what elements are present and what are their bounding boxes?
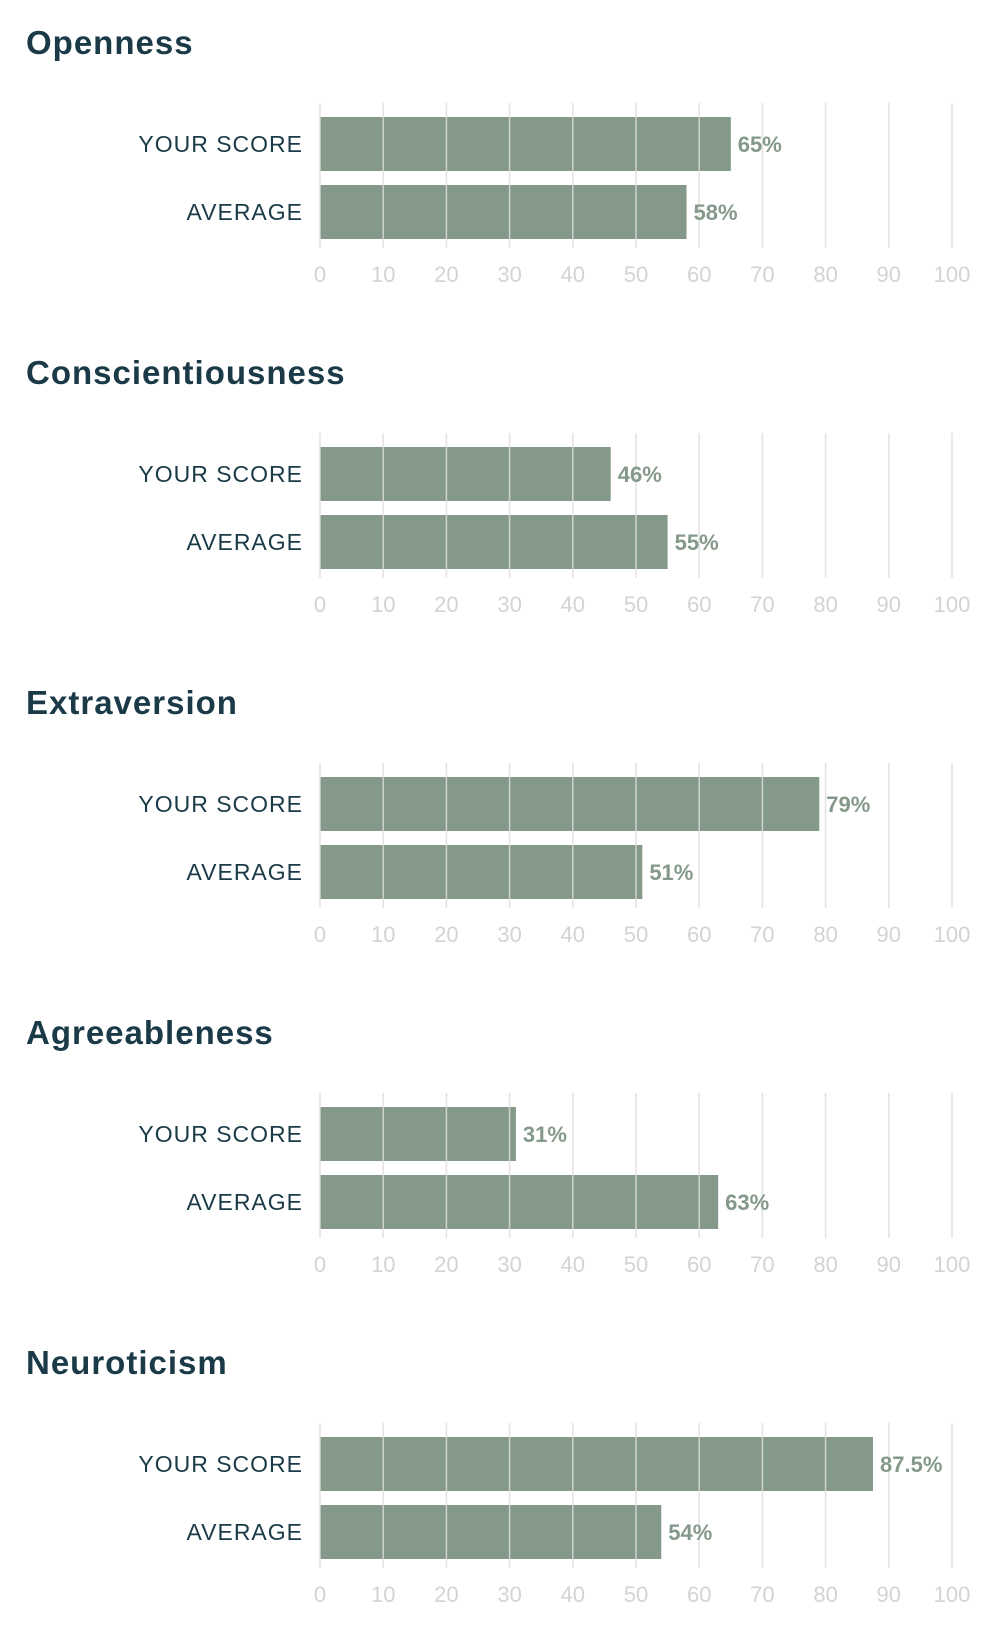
tick-label: 50 [624,1252,648,1277]
tick-label: 0 [314,922,326,947]
tick-label: 10 [371,1252,395,1277]
tick-label: 80 [813,592,837,617]
bar-average [320,1175,719,1229]
bar-your-score [320,777,820,831]
tick-label: 30 [497,592,521,617]
tick-label: 50 [624,922,648,947]
tick-label: 70 [750,1582,774,1607]
tick-label: 80 [813,1582,837,1607]
tick-label: 50 [624,1582,648,1607]
tick-label: 70 [750,262,774,287]
tick-label: 30 [497,1252,521,1277]
chart-title: Extraversion [26,684,238,721]
tick-label: 90 [877,922,901,947]
tick-label: 0 [314,1252,326,1277]
category-label-your-score: YOUR SCORE [138,791,303,817]
tick-label: 30 [497,922,521,947]
tick-label: 60 [687,592,711,617]
tick-label: 0 [314,1582,326,1607]
bar-your-score [320,117,731,171]
chart-title: Conscientiousness [26,354,346,391]
tick-label: 90 [877,1252,901,1277]
value-label-your-score: 65% [738,132,782,157]
tick-label: 20 [434,592,458,617]
category-label-your-score: YOUR SCORE [138,1121,303,1147]
category-label-average: AVERAGE [187,1189,304,1215]
value-label-your-score: 46% [618,462,662,487]
tick-label: 50 [624,592,648,617]
tick-label: 80 [813,262,837,287]
bar-average [320,1505,662,1559]
tick-label: 20 [434,262,458,287]
value-label-average: 54% [668,1520,712,1545]
tick-label: 10 [371,262,395,287]
tick-label: 60 [687,1252,711,1277]
tick-label: 60 [687,1582,711,1607]
tick-label: 90 [877,1582,901,1607]
tick-label: 20 [434,1252,458,1277]
tick-label: 60 [687,922,711,947]
tick-label: 0 [314,592,326,617]
tick-label: 40 [561,262,585,287]
tick-label: 20 [434,1582,458,1607]
value-label-average: 63% [725,1190,769,1215]
category-label-your-score: YOUR SCORE [138,1451,303,1477]
category-label-average: AVERAGE [187,199,304,225]
category-label-average: AVERAGE [187,529,304,555]
tick-label: 100 [934,592,971,617]
value-label-average: 51% [649,860,693,885]
tick-label: 40 [561,1582,585,1607]
bar-your-score [320,1437,873,1491]
bar-average [320,185,687,239]
tick-label: 90 [877,262,901,287]
tick-label: 40 [561,1252,585,1277]
tick-label: 20 [434,922,458,947]
tick-label: 40 [561,592,585,617]
category-label-your-score: YOUR SCORE [138,461,303,487]
tick-label: 100 [934,922,971,947]
value-label-average: 55% [675,530,719,555]
tick-label: 80 [813,1252,837,1277]
tick-label: 30 [497,262,521,287]
tick-label: 60 [687,262,711,287]
tick-label: 30 [497,1582,521,1607]
value-label-average: 58% [694,200,738,225]
tick-label: 10 [371,922,395,947]
value-label-your-score: 87.5% [880,1452,942,1477]
bar-average [320,845,643,899]
tick-label: 10 [371,1582,395,1607]
value-label-your-score: 79% [826,792,870,817]
category-label-your-score: YOUR SCORE [138,131,303,157]
tick-label: 100 [934,1252,971,1277]
chart-conscientiousness: Conscientiousness YOUR SCORE 46% AVERAGE 55%… [26,354,970,617]
tick-label: 100 [934,1582,971,1607]
chart-neuroticism: Neuroticism YOUR SCORE 87.5% AVERAGE 54% 0 10 2… [26,1344,970,1607]
tick-label: 0 [314,262,326,287]
tick-label: 40 [561,922,585,947]
bar-average [320,515,668,569]
value-label-your-score: 31% [523,1122,567,1147]
chart-title: Openness [26,24,194,61]
tick-label: 100 [934,262,971,287]
bar-your-score [320,1107,516,1161]
tick-label: 90 [877,592,901,617]
tick-label: 70 [750,592,774,617]
tick-label: 70 [750,922,774,947]
chart-title: Neuroticism [26,1344,228,1381]
tick-label: 70 [750,1252,774,1277]
chart-openness: Openness YOUR SCORE 65% AVERAGE 58% 0 10 20 30 40… [26,24,970,287]
chart-agreeableness: Agreeableness YOUR SCORE 31% AVERAGE 63% 0 10 2… [26,1014,970,1277]
bar-your-score [320,447,611,501]
tick-label: 50 [624,262,648,287]
category-label-average: AVERAGE [187,1519,304,1545]
tick-label: 10 [371,592,395,617]
category-label-average: AVERAGE [187,859,304,885]
tick-label: 80 [813,922,837,947]
chart-extraversion: Extraversion YOUR SCORE 79% AVERAGE 51% 0 10 20… [26,684,970,947]
chart-title: Agreeableness [26,1014,274,1051]
